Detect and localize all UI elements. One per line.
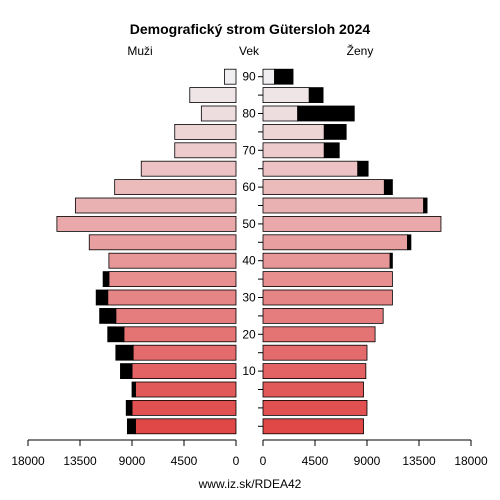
male-bar: [131, 399, 237, 416]
female-bars: [262, 68, 442, 435]
female-bar: [262, 271, 393, 288]
source-label: www.iz.sk/RDEA42: [198, 477, 302, 491]
female-excess-bar: [407, 234, 412, 251]
male-excess-bar: [131, 381, 136, 398]
female-excess-bar: [323, 142, 340, 159]
x-tick-label: 18000: [454, 454, 488, 468]
female-bar: [262, 381, 364, 398]
age-tick-label: 40: [242, 254, 256, 268]
male-bar: [114, 179, 237, 196]
male-bar: [108, 252, 237, 269]
male-bar: [135, 381, 237, 398]
male-bar: [200, 105, 237, 122]
age-tick-label: 50: [242, 217, 256, 231]
male-bar: [140, 160, 237, 177]
male-label: Muži: [127, 44, 152, 58]
female-bar: [262, 215, 442, 232]
male-bar: [131, 363, 237, 380]
male-bar: [135, 418, 237, 435]
female-bar: [262, 252, 391, 269]
male-bar: [56, 215, 237, 232]
female-excess-bar: [323, 124, 347, 140]
female-bar: [262, 234, 408, 251]
age-tick-label: 10: [242, 364, 256, 378]
age-tick-label: 90: [242, 70, 256, 84]
x-tick-label: 0: [233, 454, 240, 468]
male-excess-bar: [115, 344, 134, 361]
female-bar: [262, 197, 425, 214]
female-bar: [262, 105, 299, 122]
female-bar: [262, 124, 325, 140]
x-tick-label: 4500: [302, 454, 329, 468]
male-bar: [115, 307, 237, 324]
female-excess-bar: [297, 105, 355, 122]
x-tick-label: 4500: [171, 454, 198, 468]
x-tick-label: 9000: [354, 454, 381, 468]
male-bar: [88, 234, 237, 251]
male-bar: [107, 289, 237, 306]
male-bar: [74, 197, 237, 214]
female-bar: [262, 307, 384, 324]
male-bar: [123, 326, 237, 343]
male-bar: [108, 271, 237, 288]
male-excess-bar: [125, 399, 133, 416]
male-excess-bar: [99, 307, 117, 324]
female-bar: [262, 326, 376, 343]
female-bar: [262, 68, 275, 85]
female-excess-bar: [389, 252, 393, 269]
male-bar: [132, 344, 237, 361]
female-bar: [262, 87, 310, 103]
female-excess-bar: [383, 179, 393, 196]
female-bar: [262, 363, 367, 380]
male-excess-bar: [120, 363, 133, 380]
male-excess-bar: [107, 326, 125, 343]
chart-title: Demografický strom Gütersloh 2024: [130, 21, 371, 37]
female-bar: [262, 160, 359, 177]
x-axis-male: 18000 13500 9000 4500 0: [11, 439, 240, 468]
x-tick-label: 18000: [11, 454, 45, 468]
female-bar: [262, 399, 368, 416]
x-tick-label: 0: [260, 454, 267, 468]
age-tick-label: 80: [242, 107, 256, 121]
x-axis-female: 0 4500 9000 13500 18000: [260, 439, 488, 468]
female-bar: [262, 142, 325, 159]
female-excess-bar: [423, 197, 428, 214]
female-bar: [262, 344, 368, 361]
x-tick-label: 9000: [119, 454, 146, 468]
male-bar: [189, 87, 237, 103]
female-excess-bar: [308, 87, 324, 103]
female-bar: [262, 179, 385, 196]
female-excess-bar: [357, 160, 369, 177]
female-bar: [262, 418, 364, 435]
male-bars: [56, 68, 237, 435]
age-axis: 90 80 70 60 50 40 30 20 10: [242, 70, 263, 427]
age-tick-label: 70: [242, 143, 256, 157]
male-bar: [224, 68, 237, 85]
female-excess-bar: [274, 68, 294, 85]
male-excess-bar: [102, 271, 110, 288]
male-bar: [174, 142, 237, 159]
male-bar: [174, 124, 237, 140]
male-excess-bar: [95, 289, 109, 306]
male-excess-bar: [126, 418, 136, 435]
x-tick-label: 13500: [402, 454, 436, 468]
x-tick-label: 13500: [63, 454, 97, 468]
age-tick-label: 30: [242, 291, 256, 305]
female-bar: [262, 289, 393, 306]
age-tick-label: 20: [242, 327, 256, 341]
age-tick-label: 60: [242, 180, 256, 194]
age-axis-label: Vek: [239, 44, 260, 58]
female-label: Ženy: [347, 43, 374, 58]
